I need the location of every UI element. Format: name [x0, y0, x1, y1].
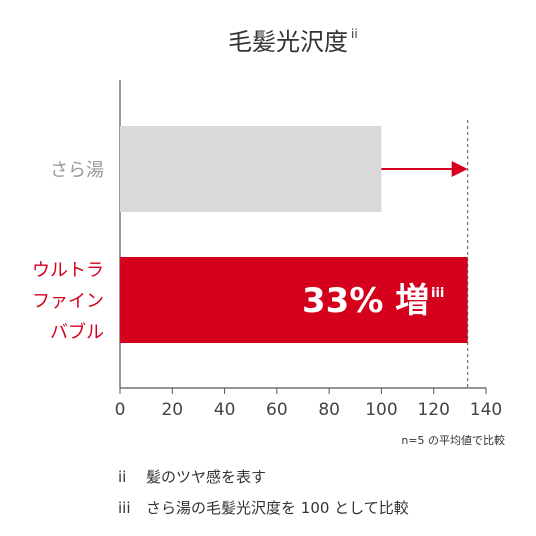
- x-tick-label-20: 20: [161, 400, 183, 420]
- x-tick-label-80: 80: [318, 400, 340, 420]
- chart-title-superscript: ii: [351, 27, 358, 41]
- category-label-0: さら湯: [50, 160, 104, 181]
- footnote-text-ii: 髪のツヤ感を表す: [146, 468, 266, 486]
- category-label-1-line-2: バブル: [50, 321, 104, 343]
- footnote-marker-ii: ii: [118, 468, 126, 486]
- x-tick-label-140: 140: [470, 400, 502, 420]
- x-tick-label-100: 100: [365, 400, 397, 420]
- bar-annotation: 33% 増: [302, 281, 429, 321]
- x-tick-label-60: 60: [266, 400, 288, 420]
- category-label-1-line-1: ファイン: [32, 291, 104, 312]
- x-tick-label-0: 0: [115, 400, 126, 420]
- footnote-marker-iii: iii: [118, 499, 131, 517]
- category-label-1-line-0: ウルトラ: [32, 260, 104, 281]
- chart-note: n=5 の平均値で比較: [401, 433, 505, 447]
- bar-0: [120, 126, 382, 212]
- footnote-text-iii: さら湯の毛髪光沢度を 100 として比較: [146, 499, 409, 517]
- chart-title: 毛髪光沢度: [228, 28, 348, 56]
- bar-annotation-superscript: iii: [431, 286, 444, 301]
- increase-arrow-head: [451, 161, 468, 177]
- x-tick-label-120: 120: [417, 400, 449, 420]
- bar-1: [120, 257, 468, 343]
- x-tick-label-40: 40: [214, 400, 236, 420]
